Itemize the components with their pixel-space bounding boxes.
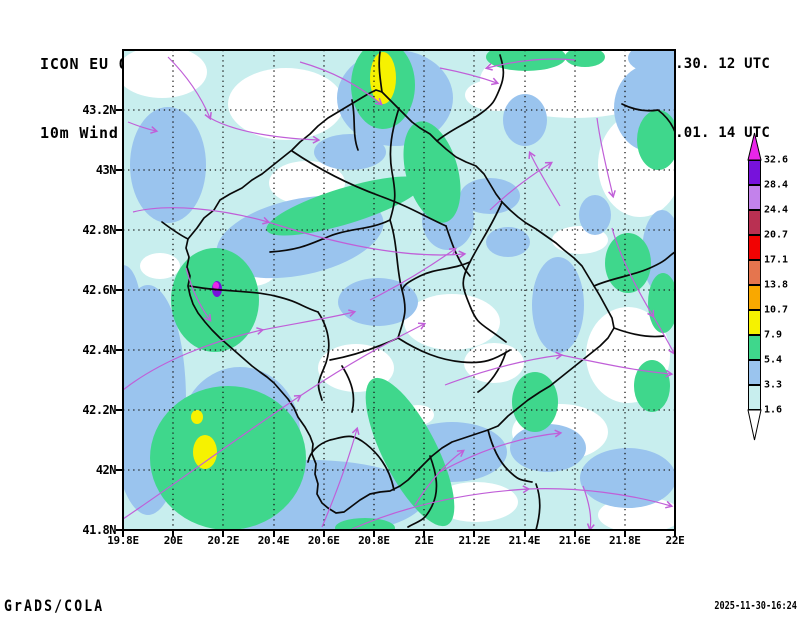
legend-segment <box>748 260 761 285</box>
x-tick-label: 19.8E <box>107 534 139 547</box>
legend-tick-label: 5.4 <box>764 354 783 366</box>
x-tick-label: 20.8E <box>358 534 390 547</box>
x-tick-label: 22E <box>665 534 685 547</box>
legend-tick-label: 20.7 <box>764 229 789 241</box>
legend-segment <box>748 160 761 185</box>
x-tick-label: 20.2E <box>207 534 240 547</box>
legend-tick-label: 10.7 <box>764 304 789 316</box>
legend-tick-label: 1.6 <box>764 404 783 416</box>
x-tick-label: 21E <box>414 534 434 547</box>
admin-boundaries <box>161 51 675 530</box>
x-tick-label: 20E <box>163 534 183 547</box>
creation-timestamp: 2025-11-30-16:24 <box>714 599 797 612</box>
legend-tick-label: 7.9 <box>764 329 783 341</box>
y-tick-label: 42N <box>95 463 117 477</box>
x-tick-label: 21.6E <box>558 534 591 547</box>
legend-tick-label: 17.1 <box>764 254 789 266</box>
x-tick-label: 20.4E <box>257 534 290 547</box>
legend-tick-label: 13.8 <box>764 279 789 291</box>
x-tick-label: 20.6E <box>307 534 340 547</box>
grads-credit: GrADS/COLA <box>4 596 105 615</box>
legend-arrow-down <box>747 409 762 441</box>
legend-segment <box>748 235 761 260</box>
y-tick-label: 43.2N <box>82 103 116 117</box>
legend-segment <box>748 360 761 385</box>
legend-tick-label: 28.4 <box>764 179 789 191</box>
legend-segment <box>748 185 761 210</box>
y-tick-label: 42.4N <box>82 343 116 357</box>
y-tick-label: 41.8N <box>82 523 116 537</box>
x-tick-label: 21.2E <box>458 534 491 547</box>
shaded-wind-field <box>123 50 675 530</box>
x-tick-label: 21.8E <box>609 534 641 547</box>
legend-segment <box>748 210 761 235</box>
y-tick-label: 42.2N <box>82 403 116 417</box>
legend-segment <box>748 310 761 335</box>
axis-ticks <box>116 109 676 537</box>
legend-tick-label: 24.4 <box>764 204 789 216</box>
x-tick-label: 21.4E <box>508 534 541 547</box>
wind-streamlines <box>123 56 675 530</box>
legend-segment <box>748 285 761 310</box>
legend-segment <box>748 335 761 360</box>
legend-tick-label: 32.6 <box>764 154 789 166</box>
legend-arrow-up <box>747 132 762 161</box>
y-tick-label: 43N <box>95 163 117 177</box>
y-tick-label: 42.8N <box>82 223 116 237</box>
legend-segment <box>748 385 761 410</box>
legend-tick-label: 3.3 <box>764 379 783 391</box>
y-tick-label: 42.6N <box>82 283 116 297</box>
